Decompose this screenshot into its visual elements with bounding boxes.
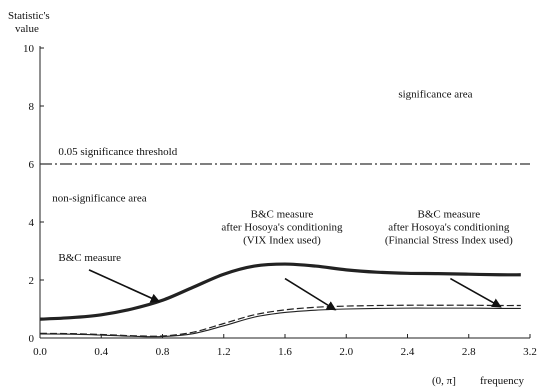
non-significance-area-label: non-significance area [52,193,146,205]
x-tick-label: 0.4 [94,346,108,358]
x-axis-title: (0, π] frequency [432,375,524,387]
y-tick-label: 2 [29,275,35,287]
annotation-text-line: after Hosoya's conditioning [221,222,343,234]
axis-ticks: 0 2 4 6 8 10 0.0 0.4 0.8 1.2 1.6 2.0 2.4 2.8 3.2 [23,43,537,358]
x-axis-range-label: (0, π] [432,375,456,387]
y-tick-label: 4 [29,217,35,229]
x-tick-label: 1.2 [217,346,231,358]
annotation-text-line: after Hosoya's conditioning [388,222,510,234]
fsi-conditioned-line [39,307,521,338]
significance-area-label: significance area [398,88,472,100]
x-tick-label: 0.0 [33,346,47,358]
x-tick-label: 2.0 [339,346,353,358]
x-tick-label: 2.8 [462,346,476,358]
annotation-arrow [88,269,161,303]
y-tick-label: 6 [29,159,35,171]
y-tick-label: 8 [29,101,35,113]
annotation-text-line: (Financial Stress Index used) [385,235,513,247]
bc-measure-annotation: B&C measure [58,252,161,303]
annotation-arrow [284,277,337,311]
annotation-arrow [449,277,502,308]
x-tick-label: 0.8 [156,346,170,358]
x-tick-label: 2.4 [401,346,415,358]
series-group [39,262,521,338]
annotation-text-line: B&C measure [58,252,121,264]
y-tick-label: 0 [29,333,35,345]
x-tick-label: 3.2 [523,346,537,358]
y-axis-title-line-2: value [15,23,39,35]
threshold-label: 0.05 significance threshold [58,146,177,158]
y-axis-title-line-1: Statistic's [8,10,50,22]
annotation-text-line: B&C measure [251,209,314,221]
x-axis-label: frequency [480,375,524,387]
y-axis-title: Statistic's value [8,10,50,35]
bc-measure-line [39,262,521,321]
y-tick-label: 10 [23,43,35,55]
vix-conditioned-line [39,304,521,337]
annotation-text-line: B&C measure [418,209,481,221]
x-tick-label: 1.6 [278,346,292,358]
annotation-text-line: (VIX Index used) [243,235,321,247]
